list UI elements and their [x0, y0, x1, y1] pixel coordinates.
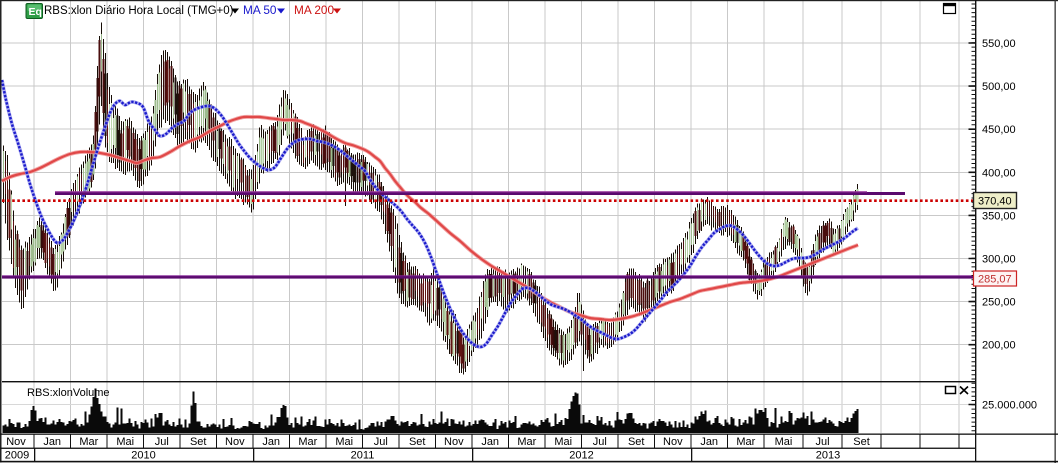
svg-text:500,00: 500,00 [982, 81, 1016, 93]
svg-text:200,00: 200,00 [982, 340, 1016, 352]
svg-text:Set: Set [190, 436, 207, 448]
svg-text:Jan: Jan [43, 436, 61, 448]
svg-text:2010: 2010 [131, 449, 155, 461]
svg-text:Nov: Nov [663, 436, 683, 448]
svg-text:Set: Set [409, 436, 426, 448]
svg-text:Mar: Mar [298, 436, 317, 448]
svg-text:MA 50: MA 50 [243, 3, 277, 17]
svg-text:350,00: 350,00 [982, 210, 1016, 222]
svg-text:Jan: Jan [700, 436, 718, 448]
svg-text:400,00: 400,00 [982, 167, 1016, 179]
svg-text:Mar: Mar [517, 436, 536, 448]
svg-text:RBS:xlonVolume: RBS:xlonVolume [27, 387, 110, 399]
svg-text:RBS:xlon Diário Hora Local (TM: RBS:xlon Diário Hora Local (TMG+0) [44, 5, 234, 17]
svg-text:285,07: 285,07 [978, 274, 1012, 286]
svg-text:Set: Set [628, 436, 645, 448]
svg-text:Mai: Mai [335, 436, 353, 448]
svg-text:Jul: Jul [593, 436, 607, 448]
svg-text:MA 200: MA 200 [294, 3, 334, 17]
svg-text:Mar: Mar [736, 436, 755, 448]
svg-text:Jan: Jan [262, 436, 280, 448]
svg-text:450,00: 450,00 [982, 124, 1016, 136]
svg-text:Jul: Jul [155, 436, 169, 448]
svg-text:2009: 2009 [5, 449, 29, 461]
svg-text:Mai: Mai [775, 436, 793, 448]
svg-text:2011: 2011 [351, 449, 375, 461]
svg-text:Nov: Nov [6, 436, 26, 448]
svg-text:Jul: Jul [815, 436, 829, 448]
svg-text:2013: 2013 [816, 449, 840, 461]
svg-text:370,40: 370,40 [978, 196, 1012, 208]
svg-text:Set: Set [853, 436, 870, 448]
svg-text:Jan: Jan [481, 436, 499, 448]
svg-text:2012: 2012 [569, 449, 593, 461]
svg-text:250,00: 250,00 [982, 297, 1016, 309]
svg-text:Mar: Mar [79, 436, 98, 448]
svg-text:25.000.000: 25.000.000 [982, 400, 1037, 412]
svg-text:Nov: Nov [225, 436, 245, 448]
svg-text:Mai: Mai [554, 436, 572, 448]
svg-text:550,00: 550,00 [982, 38, 1016, 50]
svg-text:Eq: Eq [29, 6, 42, 18]
svg-text:Nov: Nov [444, 436, 464, 448]
svg-text:Jul: Jul [374, 436, 388, 448]
svg-text:300,00: 300,00 [982, 254, 1016, 266]
svg-text:Mai: Mai [116, 436, 134, 448]
